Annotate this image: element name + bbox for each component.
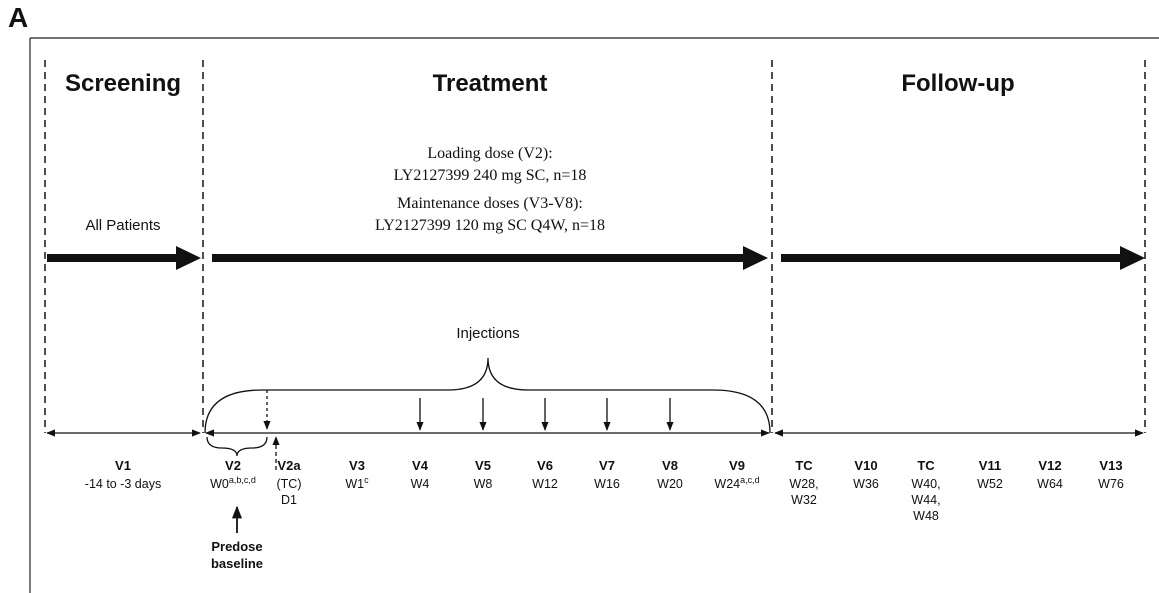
timing-text: W28, xyxy=(789,477,818,491)
visit-timing: W36 xyxy=(853,477,879,491)
timing-text: W64 xyxy=(1037,477,1063,491)
visit-timing: W48 xyxy=(913,509,939,523)
visit-name: V10 xyxy=(854,458,877,473)
visit-name: V2 xyxy=(225,458,241,473)
visit-timing: W8 xyxy=(474,477,493,491)
injections-label: Injections xyxy=(456,325,519,342)
phase-dividers xyxy=(44,60,1146,433)
timing-text: W8 xyxy=(474,477,493,491)
timing-text: W44, xyxy=(911,493,940,507)
visit-timing: W1c xyxy=(345,475,369,491)
timing-superscript: a,b,c,d xyxy=(229,475,256,485)
visit-name: V11 xyxy=(979,458,1001,473)
timing-text: W4 xyxy=(411,477,430,491)
dosing-text: LY2127399 240 mg SC, n=18 xyxy=(394,167,587,184)
visit-name: TC xyxy=(795,458,813,473)
visit-name: V13 xyxy=(1099,458,1122,473)
visit-timing: W52 xyxy=(977,477,1003,491)
panel-frame xyxy=(29,37,1159,593)
visit-timing: W24a,c,d xyxy=(714,475,759,491)
visit-name: V4 xyxy=(412,458,429,473)
arrow-label: All Patients xyxy=(85,217,160,234)
visit-timing: W4 xyxy=(411,477,430,491)
visit-timing: W0a,b,c,d xyxy=(210,475,256,491)
phase-arrows xyxy=(47,246,1145,270)
timing-text: W32 xyxy=(791,493,817,507)
visit-timing: (TC) xyxy=(277,477,302,491)
timing-text: W20 xyxy=(657,477,683,491)
visit-name: V8 xyxy=(662,458,678,473)
timing-text: W24 xyxy=(714,477,740,491)
timing-text: W48 xyxy=(913,509,939,523)
timeline xyxy=(46,357,1144,533)
visit-timing: W12 xyxy=(532,477,558,491)
timing-text: W76 xyxy=(1098,477,1124,491)
visit-name: V9 xyxy=(729,458,745,473)
phase-title: Follow-up xyxy=(901,70,1014,97)
visit-name: V12 xyxy=(1038,458,1061,473)
timing-text: W52 xyxy=(977,477,1003,491)
timing-text: (TC) xyxy=(277,477,302,491)
visit-timing: W16 xyxy=(594,477,620,491)
timing-superscript: c xyxy=(364,475,369,485)
phase-title: Screening xyxy=(65,70,181,97)
visit-timing: -14 to -3 days xyxy=(85,477,161,491)
visit-timing: W40, xyxy=(911,477,940,491)
timing-superscript: a,c,d xyxy=(740,475,760,485)
timing-text: W1 xyxy=(345,477,364,491)
visit-name: V1 xyxy=(115,458,131,473)
visit-timing: W28, xyxy=(789,477,818,491)
timing-text: W40, xyxy=(911,477,940,491)
timing-text: W36 xyxy=(853,477,879,491)
visit-timing: D1 xyxy=(281,493,297,507)
dosing-text: Loading dose (V2): xyxy=(427,145,552,162)
visit-timing: W44, xyxy=(911,493,940,507)
phase-title: Treatment xyxy=(433,70,548,97)
timing-text: W16 xyxy=(594,477,620,491)
timing-text: -14 to -3 days xyxy=(85,477,161,491)
dosing-text: Maintenance doses (V3-V8): xyxy=(397,195,583,212)
panel-label: A xyxy=(8,2,28,33)
predose-label: baseline xyxy=(211,556,263,571)
visit-timing: W20 xyxy=(657,477,683,491)
visit-name: V3 xyxy=(349,458,365,473)
predose-label: Predose xyxy=(211,539,262,554)
timing-text: D1 xyxy=(281,493,297,507)
visit-name: TC xyxy=(917,458,935,473)
visit-timing: W76 xyxy=(1098,477,1124,491)
visit-name: V7 xyxy=(599,458,615,473)
timing-text: W0 xyxy=(210,477,229,491)
visit-timing: W32 xyxy=(791,493,817,507)
visit-name: V6 xyxy=(537,458,553,473)
dosing-text: LY2127399 120 mg SC Q4W, n=18 xyxy=(375,217,605,234)
timing-text: W12 xyxy=(532,477,558,491)
visit-name: V2a xyxy=(277,458,301,473)
visit-name: V5 xyxy=(475,458,491,473)
visit-timing: W64 xyxy=(1037,477,1063,491)
